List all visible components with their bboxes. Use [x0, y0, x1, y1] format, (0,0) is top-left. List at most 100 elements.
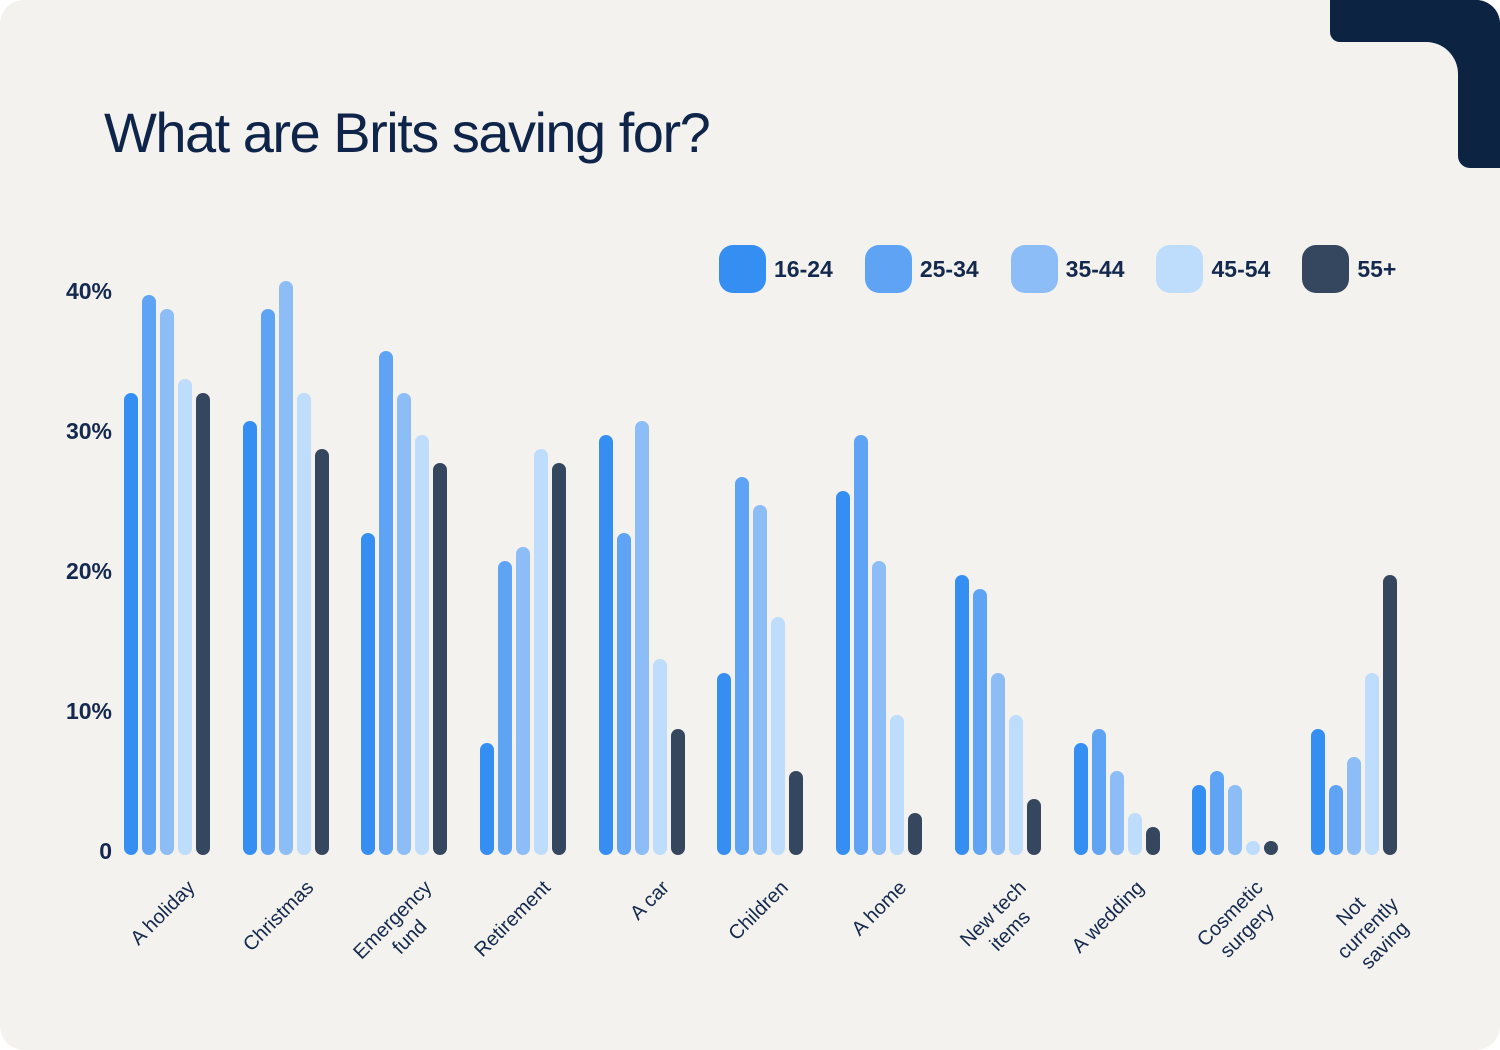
legend-label-16-24: 16-24 [774, 255, 833, 282]
bar-children-35-44 [753, 505, 768, 855]
legend-label-25-34: 25-34 [919, 255, 979, 282]
bar-not-currently-saving-25-34 [1328, 785, 1343, 855]
x-label-a-wedding: A wedding [1068, 876, 1149, 958]
bar-a-holiday-25-34 [142, 295, 156, 855]
bar-emergency-fund-25-34 [379, 351, 394, 855]
y-tick-40: 40% [65, 278, 112, 304]
bar-new-tech-items-55+ [1026, 799, 1041, 855]
bar-christmas-35-44 [278, 281, 293, 855]
y-tick-10: 10% [65, 698, 112, 724]
y-tick-30: 30% [65, 418, 112, 444]
bar-group-a-car [598, 421, 685, 855]
bar-plot-area [124, 255, 1397, 855]
bar-group-a-holiday [124, 295, 210, 855]
bar-not-currently-saving-16-24 [1310, 729, 1325, 855]
bar-new-tech-items-45-54 [1008, 715, 1023, 855]
bar-emergency-fund-35-44 [397, 393, 412, 855]
legend-item-45-54: 45-54 [1156, 245, 1270, 293]
chart-title: What are Brits saving for? [104, 101, 711, 164]
bar-a-car-16-24 [598, 435, 613, 855]
bar-cosmetic-surgery-35-44 [1228, 785, 1243, 855]
bar-group-cosmetic-surgery [1192, 771, 1279, 855]
bar-retirement-25-34 [498, 561, 513, 855]
bar-retirement-55+ [552, 463, 567, 855]
bar-retirement-45-54 [534, 449, 549, 855]
bar-emergency-fund-16-24 [361, 533, 376, 855]
bar-new-tech-items-16-24 [954, 575, 969, 855]
bar-cosmetic-surgery-25-34 [1210, 771, 1225, 855]
bar-a-wedding-35-44 [1109, 771, 1124, 855]
bar-group-christmas [242, 281, 329, 855]
legend-swatch-icon-45-54 [1156, 245, 1204, 293]
bar-a-holiday-35-44 [160, 309, 174, 855]
bar-a-home-16-24 [836, 491, 851, 855]
bar-group-a-wedding [1073, 729, 1160, 855]
bar-a-wedding-45-54 [1127, 813, 1142, 855]
bar-a-home-25-34 [854, 435, 869, 855]
bar-children-25-34 [735, 477, 750, 855]
x-label-a-holiday: A holiday [126, 876, 200, 950]
bar-cosmetic-surgery-16-24 [1192, 785, 1207, 855]
bar-christmas-16-24 [242, 421, 257, 855]
bar-new-tech-items-35-44 [990, 673, 1005, 855]
legend-label-55+: 55+ [1357, 255, 1397, 282]
bar-a-home-35-44 [872, 561, 887, 855]
bar-christmas-45-54 [296, 393, 311, 855]
legend-item-16-24: 16-24 [719, 245, 833, 293]
bar-group-a-home [836, 435, 923, 855]
x-label-retirement: Retirement [470, 876, 556, 962]
bar-a-home-45-54 [890, 715, 905, 855]
legend-item-35-44: 35-44 [1010, 245, 1125, 293]
bar-christmas-25-34 [260, 309, 275, 855]
bar-a-car-25-34 [616, 533, 631, 855]
bar-retirement-16-24 [480, 743, 495, 855]
bar-cosmetic-surgery-55+ [1264, 841, 1279, 855]
bar-retirement-35-44 [516, 547, 531, 855]
legend-swatch-icon-55+ [1302, 245, 1350, 293]
bar-a-wedding-16-24 [1073, 743, 1088, 855]
bar-children-45-54 [771, 617, 786, 855]
bar-children-55+ [789, 771, 804, 855]
bar-group-emergency-fund [361, 351, 448, 855]
x-label-christmas: Christmas [238, 876, 318, 956]
bar-emergency-fund-55+ [433, 463, 448, 855]
x-label-emergency-fund: Emergency fund [349, 876, 437, 964]
legend-swatch-icon-25-34 [864, 245, 912, 293]
bar-not-currently-saving-55+ [1382, 575, 1397, 855]
bar-a-holiday-45-54 [178, 379, 192, 855]
bar-children-16-24 [717, 673, 732, 855]
bar-not-currently-saving-45-54 [1364, 673, 1379, 855]
x-label-a-car: A car [626, 876, 675, 925]
bar-a-holiday-16-24 [124, 393, 138, 855]
x-label-new-tech-items: New tech items [955, 876, 1035, 956]
legend-swatch-icon-35-44 [1010, 245, 1058, 293]
legend-label-35-44: 35-44 [1065, 255, 1125, 282]
bar-group-retirement [480, 449, 567, 855]
bar-a-car-35-44 [634, 421, 649, 855]
bar-group-new-tech-items [954, 575, 1041, 855]
bar-a-home-55+ [908, 813, 923, 855]
bar-group-not-currently-saving [1310, 575, 1397, 855]
legend-item-55+: 55+ [1302, 245, 1396, 293]
x-label-cosmetic-surgery: Cosmetic surgery [1193, 876, 1279, 963]
legend-label-45-54: 45-54 [1211, 255, 1271, 282]
bar-a-wedding-55+ [1145, 827, 1160, 855]
x-label-children: Children [724, 876, 793, 945]
legend-swatch-icon-16-24 [719, 245, 766, 293]
bar-a-holiday-55+ [196, 393, 210, 855]
bar-not-currently-saving-35-44 [1346, 757, 1361, 855]
corner-accent-strip [1458, 0, 1500, 168]
bar-a-car-45-54 [652, 659, 667, 855]
bar-cosmetic-surgery-45-54 [1246, 841, 1261, 855]
x-label-not-currently-saving: Not currently saving [1332, 892, 1414, 974]
chart-legend: 16-24 25-34 35-44 45-54 55+ [719, 245, 1396, 293]
bar-new-tech-items-25-34 [972, 589, 987, 855]
bar-group-children [717, 477, 804, 855]
x-label-a-home: A home [847, 876, 912, 941]
bar-a-car-55+ [670, 729, 685, 855]
bar-emergency-fund-45-54 [415, 435, 430, 855]
legend-item-25-34: 25-34 [864, 245, 979, 293]
bar-a-wedding-25-34 [1091, 729, 1106, 855]
y-tick-0: 0 [99, 838, 112, 864]
